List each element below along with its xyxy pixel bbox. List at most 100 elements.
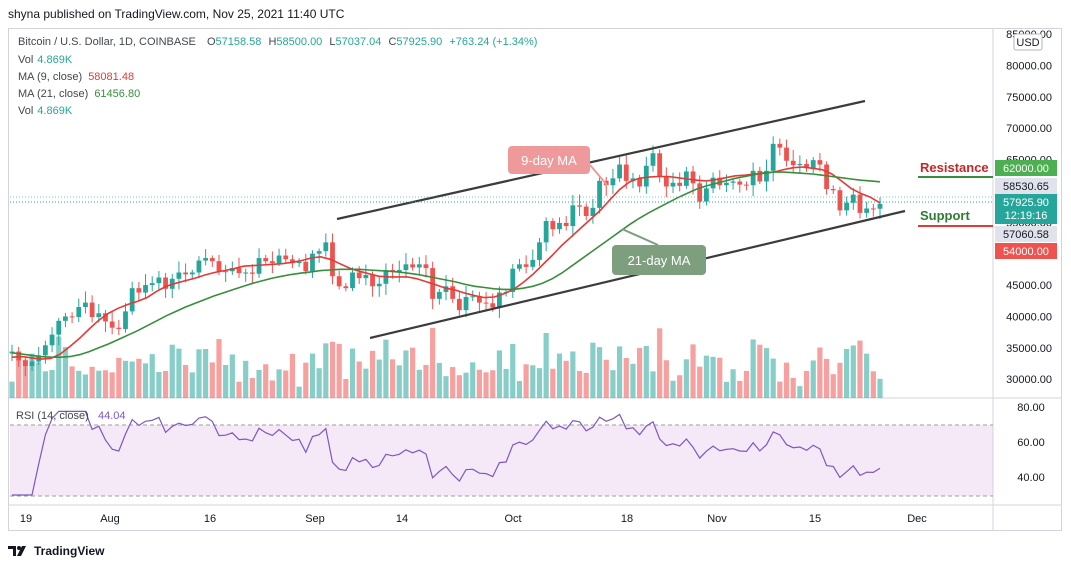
volume-bar [122, 360, 129, 398]
candle-body [249, 272, 255, 274]
time-tick: 15 [809, 513, 821, 525]
volume-bar [637, 347, 643, 398]
volume-bar [770, 358, 776, 398]
candle-body [209, 258, 215, 262]
candle-body [403, 264, 409, 270]
volume-bar [256, 369, 262, 398]
volume-bar [797, 386, 803, 398]
volume-bar [576, 371, 583, 398]
candle-body [183, 272, 188, 275]
volume-bar [556, 353, 563, 398]
candle-body [69, 316, 75, 318]
volume-bar [416, 369, 422, 398]
candle-body [663, 176, 669, 187]
price-tick: 45000.00 [1006, 280, 1052, 292]
volume-bar [857, 340, 863, 398]
rsi-band [10, 425, 993, 496]
candle-body [864, 208, 870, 213]
volume-bar [690, 344, 696, 398]
volume-bar [470, 362, 476, 398]
candle-body [497, 292, 502, 308]
volume-bar [516, 381, 523, 398]
candle-body [42, 345, 48, 356]
candle-body [136, 288, 142, 293]
candle-body [203, 258, 209, 261]
candle-body [310, 253, 315, 272]
candle-body [670, 182, 676, 187]
price-tick: 35000.00 [1006, 343, 1052, 355]
candle-body [149, 283, 155, 286]
volume-bar [750, 339, 756, 398]
time-tick: Nov [707, 513, 727, 525]
candle-body [764, 170, 769, 182]
candle-body [610, 178, 616, 186]
vol-label: Vol [18, 54, 34, 66]
volume-bar [850, 345, 856, 398]
volume-bar [109, 372, 115, 398]
currency-label: USD [1016, 37, 1039, 49]
candle-body [410, 264, 416, 268]
volume-bar [396, 365, 402, 398]
candle-body [156, 277, 162, 284]
rsi-axis-80: 80.00 [1017, 402, 1045, 414]
volume-bar [463, 372, 469, 398]
vol2-label: Vol [18, 105, 34, 117]
candle-body [463, 296, 469, 311]
candle-body [790, 160, 796, 166]
volume-bar [29, 353, 35, 398]
volume-bar [129, 361, 135, 398]
candle-body [710, 177, 716, 189]
volume-bar [523, 364, 529, 398]
level-a-tag: 58530.65 [1003, 181, 1049, 193]
volume-bar [289, 353, 296, 398]
volume-bar [329, 341, 336, 398]
time-tick: 16 [204, 513, 216, 525]
candle-body [637, 178, 643, 187]
ma9-legend: MA (9, close) 58081.48 [18, 71, 134, 83]
candle-body [443, 286, 449, 292]
volume-bar [116, 357, 122, 398]
rsi-axis-40: 40.00 [1017, 472, 1045, 484]
ma9-callout: 9-day MA [508, 146, 608, 186]
volume-bar [717, 357, 723, 398]
ma9-value: 58081.48 [88, 71, 135, 83]
candle-body [730, 181, 736, 183]
candle-body [263, 258, 269, 262]
volume-bar [229, 354, 235, 398]
volume-bar [283, 370, 289, 398]
footer[interactable]: TradingView [8, 540, 104, 562]
currency-box[interactable] [1013, 33, 1043, 51]
volume-bar [189, 372, 195, 398]
volume-bar [269, 380, 275, 398]
volume-bar [323, 343, 329, 398]
volume-bar [630, 363, 636, 398]
volume-bar [142, 363, 149, 398]
candle-body [590, 207, 596, 216]
rsi-value: 44.04 [98, 410, 126, 422]
volume-bar [403, 350, 409, 398]
candle-body [537, 242, 542, 260]
candle-body [797, 163, 803, 166]
candle-body [196, 260, 202, 273]
candle-body [784, 147, 789, 161]
candle-body [690, 171, 696, 184]
volume-bar [82, 374, 89, 398]
volume-bar [603, 359, 609, 398]
candle-body [630, 178, 636, 181]
price-tags: 62000.00 58530.65 57925.90 12:19:16 5706… [995, 160, 1057, 259]
volume-bar [590, 342, 596, 398]
volume-bar [96, 370, 102, 398]
volume-bar [430, 327, 436, 398]
price-tick: 40000.00 [1006, 311, 1052, 323]
volume-bar [643, 345, 649, 398]
volume-bar [583, 372, 589, 398]
volume-bar [823, 358, 830, 398]
ma9-label: MA (9, close) [18, 71, 83, 83]
volume-bar [136, 358, 142, 398]
volume-bar [563, 360, 569, 398]
rsi-line [12, 410, 881, 496]
candle-body [356, 272, 362, 279]
candle-body [510, 268, 516, 292]
volume-bar [757, 344, 763, 398]
